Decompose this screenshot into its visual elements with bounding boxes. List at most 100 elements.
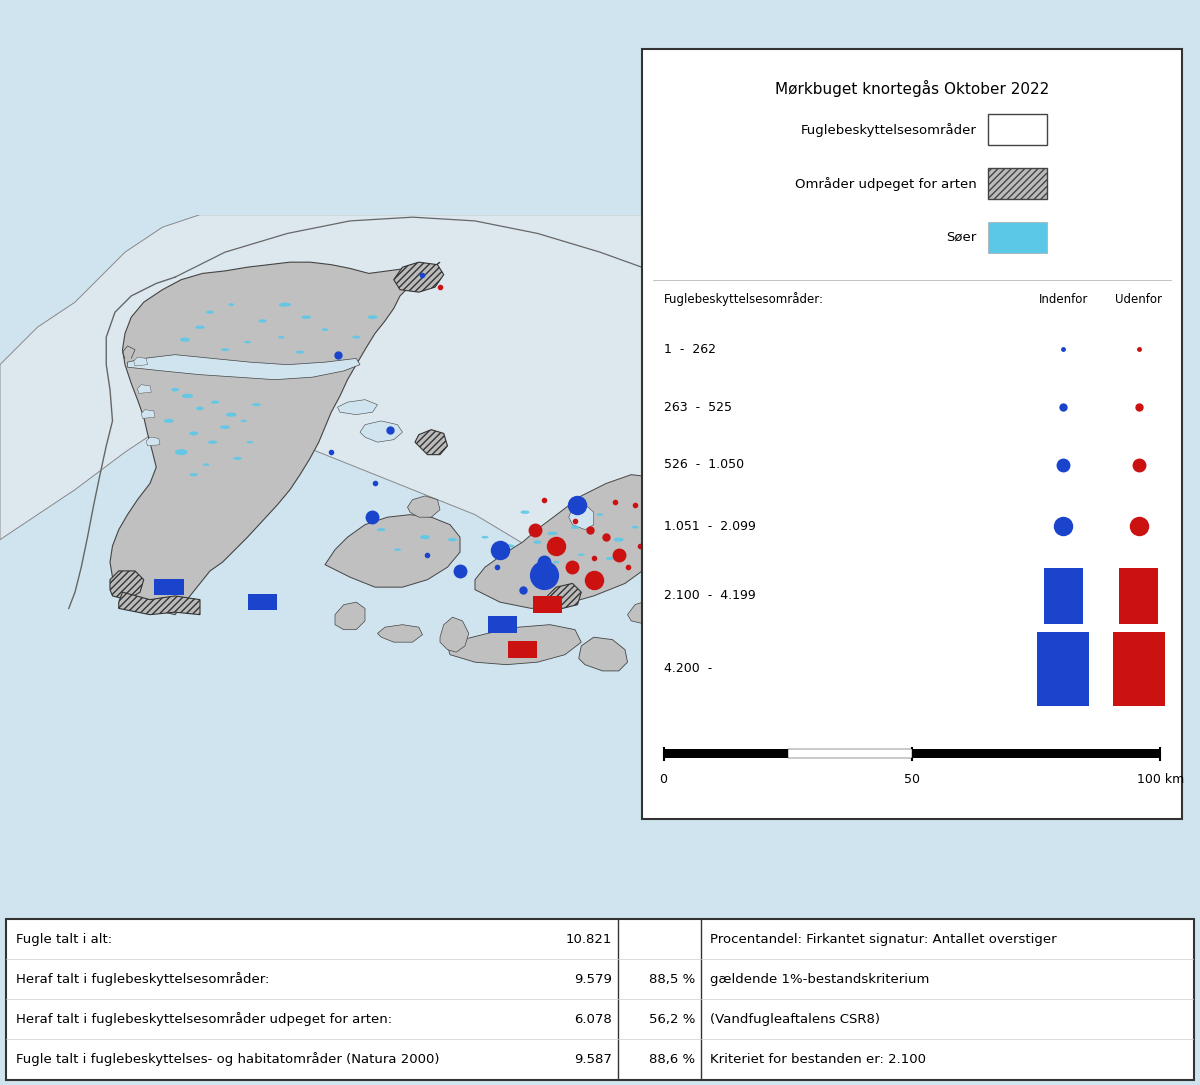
- Polygon shape: [247, 441, 253, 444]
- Polygon shape: [196, 407, 204, 410]
- Polygon shape: [481, 536, 488, 538]
- Polygon shape: [325, 514, 460, 587]
- Polygon shape: [175, 449, 188, 456]
- Text: Udenfor: Udenfor: [1115, 293, 1163, 306]
- Text: 1.051  -  2.099: 1.051 - 2.099: [664, 520, 756, 533]
- Text: Kriteriet for bestanden er: 2.100: Kriteriet for bestanden er: 2.100: [710, 1054, 926, 1065]
- Polygon shape: [578, 637, 628, 671]
- Polygon shape: [506, 545, 515, 548]
- Polygon shape: [240, 420, 247, 422]
- Polygon shape: [154, 579, 184, 596]
- Polygon shape: [233, 457, 242, 460]
- Polygon shape: [578, 553, 584, 556]
- Bar: [912, 749, 1160, 758]
- Bar: [788, 749, 912, 758]
- Polygon shape: [955, 600, 965, 604]
- Polygon shape: [278, 336, 284, 339]
- Polygon shape: [196, 326, 205, 329]
- Polygon shape: [138, 385, 151, 394]
- Bar: [1114, 633, 1164, 705]
- Polygon shape: [127, 355, 360, 380]
- Polygon shape: [228, 303, 234, 306]
- Polygon shape: [569, 505, 594, 529]
- Text: Heraf talt i fuglebeskyttelsesområder udpeget for arten:: Heraf talt i fuglebeskyttelsesområder ud…: [16, 1012, 391, 1026]
- Bar: [664, 749, 788, 758]
- Polygon shape: [322, 328, 329, 331]
- Polygon shape: [420, 535, 430, 539]
- Polygon shape: [190, 473, 198, 476]
- Polygon shape: [533, 540, 541, 544]
- Polygon shape: [295, 350, 305, 354]
- Polygon shape: [378, 625, 422, 642]
- Polygon shape: [475, 474, 674, 609]
- Text: 10.821: 10.821: [565, 933, 612, 945]
- Text: 526  -  1.050: 526 - 1.050: [664, 458, 744, 471]
- Polygon shape: [172, 387, 179, 392]
- Text: 88,6 %: 88,6 %: [649, 1054, 695, 1065]
- Polygon shape: [0, 215, 974, 552]
- Polygon shape: [133, 357, 148, 366]
- Text: gældende 1%-bestandskriterium: gældende 1%-bestandskriterium: [710, 973, 930, 985]
- Text: 9.579: 9.579: [574, 973, 612, 985]
- Polygon shape: [360, 421, 402, 443]
- Polygon shape: [208, 441, 217, 444]
- Polygon shape: [367, 316, 378, 319]
- Polygon shape: [142, 410, 155, 419]
- Text: 56,2 %: 56,2 %: [649, 1013, 695, 1025]
- Bar: [988, 222, 1048, 253]
- Polygon shape: [280, 303, 292, 307]
- Text: Procentandel: Firkantet signatur: Antallet overstiger: Procentandel: Firkantet signatur: Antall…: [710, 933, 1057, 945]
- Polygon shape: [203, 463, 210, 465]
- Polygon shape: [440, 617, 469, 652]
- Polygon shape: [252, 404, 260, 406]
- Polygon shape: [119, 592, 200, 615]
- Text: 1  -  262: 1 - 262: [664, 343, 715, 356]
- Bar: [1044, 567, 1082, 624]
- Polygon shape: [571, 525, 580, 529]
- Text: 9.587: 9.587: [574, 1054, 612, 1065]
- Polygon shape: [521, 510, 529, 514]
- Polygon shape: [487, 616, 517, 633]
- Polygon shape: [448, 625, 581, 665]
- Polygon shape: [226, 412, 236, 417]
- Text: 2.100  -  4.199: 2.100 - 4.199: [664, 589, 755, 602]
- Polygon shape: [547, 584, 581, 609]
- Polygon shape: [533, 597, 563, 613]
- Text: Heraf talt i fuglebeskyttelsesområder:: Heraf talt i fuglebeskyttelsesområder:: [16, 972, 269, 986]
- Polygon shape: [110, 263, 440, 615]
- Polygon shape: [182, 394, 193, 398]
- Text: 0: 0: [660, 773, 667, 786]
- Text: 50: 50: [904, 773, 920, 786]
- Polygon shape: [606, 557, 614, 560]
- Polygon shape: [206, 310, 214, 314]
- Polygon shape: [596, 513, 604, 515]
- Polygon shape: [180, 337, 190, 342]
- Polygon shape: [448, 538, 457, 541]
- Polygon shape: [220, 425, 230, 429]
- Bar: [988, 114, 1048, 145]
- Text: 4.200  -: 4.200 -: [664, 663, 712, 676]
- Polygon shape: [221, 348, 229, 352]
- Polygon shape: [211, 400, 220, 404]
- Text: Fugle talt i fuglebeskyttelses- og habitatområder (Natura 2000): Fugle talt i fuglebeskyttelses- og habit…: [16, 1052, 439, 1067]
- Text: Indenfor: Indenfor: [1038, 293, 1088, 306]
- Polygon shape: [935, 584, 997, 620]
- Bar: [1120, 567, 1158, 624]
- Text: Fuglebeskyttelsesområder:: Fuglebeskyttelsesområder:: [664, 292, 823, 306]
- Polygon shape: [553, 561, 559, 563]
- Text: Områder udpeget for arten: Områder udpeget for arten: [796, 177, 977, 191]
- Polygon shape: [335, 602, 365, 629]
- Text: Fuglebeskyttelsesområder: Fuglebeskyttelsesområder: [800, 123, 977, 137]
- Polygon shape: [110, 571, 144, 600]
- Polygon shape: [190, 432, 198, 435]
- Bar: [1038, 633, 1088, 705]
- Text: (Vandfugleaftalens CSR8): (Vandfugleaftalens CSR8): [710, 1013, 881, 1025]
- Polygon shape: [244, 341, 251, 344]
- Polygon shape: [547, 532, 558, 535]
- Polygon shape: [631, 526, 638, 528]
- Polygon shape: [146, 437, 160, 446]
- Polygon shape: [408, 496, 440, 518]
- Text: 88,5 %: 88,5 %: [649, 973, 695, 985]
- Text: Søer: Søer: [947, 231, 977, 244]
- Polygon shape: [337, 399, 378, 414]
